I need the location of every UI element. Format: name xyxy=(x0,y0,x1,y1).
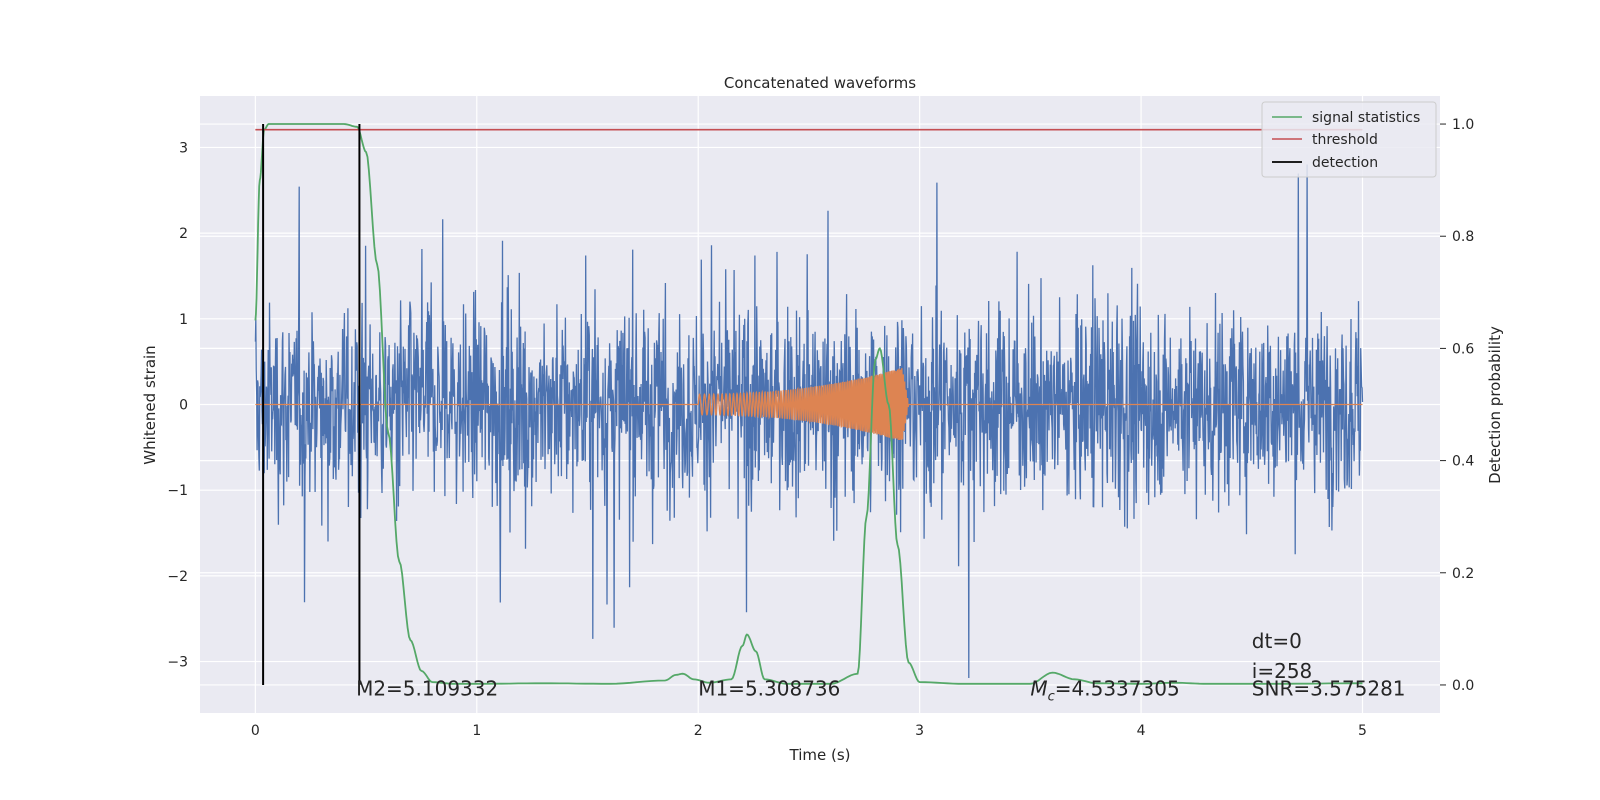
y-right-tick-label: 0.2 xyxy=(1452,566,1474,582)
legend: signal statistics threshold detection xyxy=(1261,101,1437,178)
y-right-tick-label: 0.4 xyxy=(1452,454,1474,470)
annotation-label: Mc=4.5337305 xyxy=(1030,676,1179,704)
legend-box xyxy=(1261,101,1437,178)
x-tick-label: 3 xyxy=(915,723,924,739)
y-right-tick-label: 0.0 xyxy=(1452,678,1474,694)
y-right-tick-label: 0.8 xyxy=(1452,229,1474,245)
y-tick-label: −1 xyxy=(167,483,188,499)
y-tick-label: 3 xyxy=(179,140,188,156)
legend-label-signal-statistics: signal statistics xyxy=(1312,110,1420,126)
x-tick-label: 5 xyxy=(1358,723,1367,739)
annotation-label: dt=0 xyxy=(1252,629,1302,653)
y-right-tick-label: 0.6 xyxy=(1452,341,1474,357)
x-axis-label: Time (s) xyxy=(789,746,851,764)
x-tick-label: 1 xyxy=(472,723,481,739)
noise-series-line xyxy=(254,164,1364,679)
axis-ticks: 0 1 2 3 4 5 −3 −2 −1 0 1 2 3 0.0 0.2 0.4 0.6 0.8 1.0 xyxy=(167,117,1474,739)
annotation-label: M1=5.308736 xyxy=(698,676,840,700)
chart-title: Concatenated waveforms xyxy=(724,74,916,92)
y-tick-label: 0 xyxy=(179,398,188,414)
y-right-tick-label: 1.0 xyxy=(1452,117,1474,133)
y-tick-label: 2 xyxy=(179,226,188,242)
y-tick-label: −3 xyxy=(167,655,188,671)
y-axis-label: Whitened strain xyxy=(141,345,159,464)
waveform-series-line xyxy=(255,368,1363,441)
x-tick-label: 0 xyxy=(251,723,260,739)
legend-label-threshold: threshold xyxy=(1312,132,1378,148)
annotation-label: i=258 xyxy=(1252,659,1313,683)
x-tick-label: 4 xyxy=(1137,723,1146,739)
y-right-axis-label: Detection probability xyxy=(1486,326,1504,484)
right-axis-series xyxy=(254,123,1363,685)
x-tick-label: 2 xyxy=(694,723,703,739)
y-tick-label: −2 xyxy=(167,569,188,585)
annotation-label: M2=5.109332 xyxy=(356,676,498,700)
y-tick-label: 1 xyxy=(179,312,188,328)
legend-label-detection: detection xyxy=(1312,155,1378,171)
annotation-label: SNR=3.575281 xyxy=(1252,676,1406,700)
annotations: M2=5.109332 M1=5.308736 Mc=4.5337305 dt=0 i=… xyxy=(356,629,1405,704)
